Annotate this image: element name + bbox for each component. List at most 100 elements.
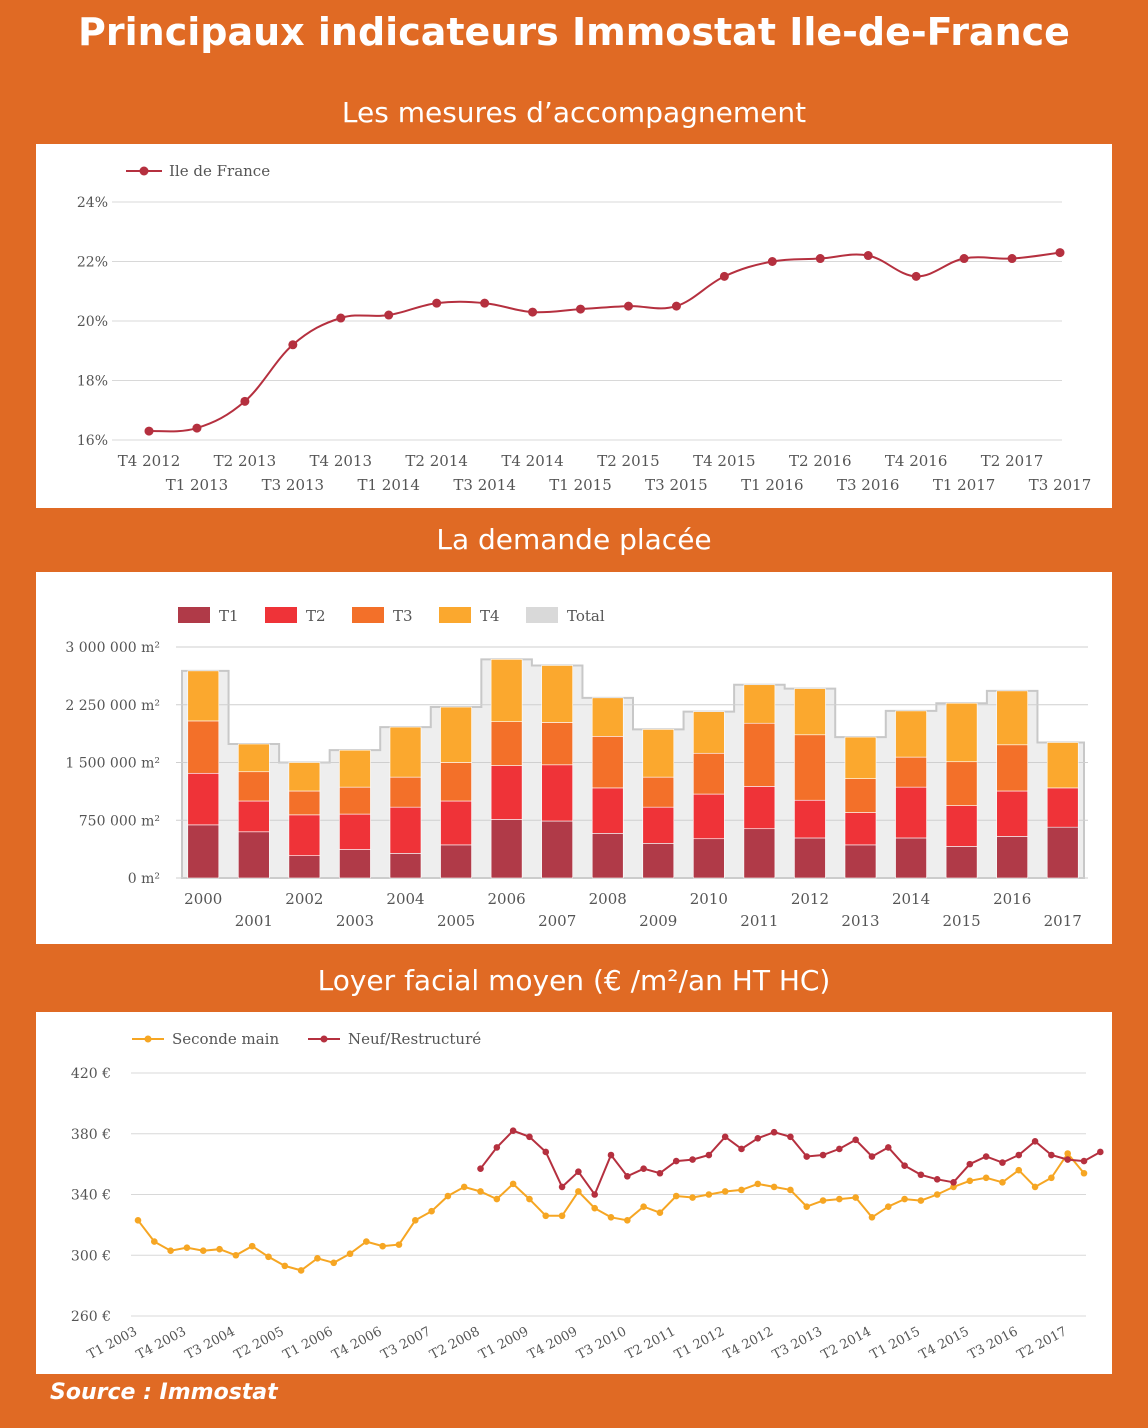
data-point xyxy=(288,340,298,350)
bar-t1 xyxy=(895,837,927,879)
data-point xyxy=(1031,1183,1039,1191)
data-point xyxy=(314,1254,321,1262)
data-point xyxy=(640,1165,647,1172)
x-tick-label: 2007 xyxy=(538,912,576,930)
bar-t4 xyxy=(996,690,1028,746)
data-point xyxy=(428,1207,435,1215)
data-point xyxy=(852,1194,859,1201)
bar-t1 xyxy=(693,838,725,879)
data-point xyxy=(819,1197,827,1204)
data-point xyxy=(493,1195,501,1203)
bar-t4 xyxy=(541,665,573,723)
bar-t4 xyxy=(288,762,321,792)
data-point xyxy=(526,1195,533,1203)
data-point xyxy=(721,1133,729,1141)
legend-marker-ile-de-france xyxy=(139,166,149,176)
bar-t1 xyxy=(389,853,422,879)
bar-t4 xyxy=(389,726,422,778)
data-point xyxy=(999,1179,1006,1186)
bar-t1 xyxy=(743,828,776,879)
legend-label-t2: T2 xyxy=(306,607,326,625)
bar-t1 xyxy=(288,855,321,879)
bar-t4 xyxy=(490,659,523,722)
x-tick-label: 2017 xyxy=(1044,912,1082,930)
x-tick-label: T2 2011 xyxy=(623,1324,678,1363)
bar-t2 xyxy=(238,800,270,833)
data-point xyxy=(379,1242,386,1250)
data-point xyxy=(477,1188,484,1195)
data-point xyxy=(901,1195,908,1203)
data-point xyxy=(982,1153,990,1160)
data-point xyxy=(689,1194,696,1201)
data-point xyxy=(591,1204,598,1212)
bar-t4 xyxy=(187,670,220,722)
data-point xyxy=(480,298,490,308)
data-point xyxy=(852,1136,859,1144)
x-tick-label: T3 2007 xyxy=(379,1324,434,1363)
data-point xyxy=(395,1241,403,1248)
y-tick-label: 20% xyxy=(77,314,108,330)
data-point xyxy=(1064,1150,1071,1157)
bar-t2 xyxy=(693,793,725,840)
chart-2-svg: 0 m² 750 000 m² 1 500 000 m² 2 250 000 m² 3 … xyxy=(65,607,1088,930)
x-tick-label: T2 2017 xyxy=(981,452,1044,470)
bar-t2 xyxy=(440,800,472,846)
data-point xyxy=(624,1217,631,1224)
data-point xyxy=(884,1203,892,1210)
bar-t3 xyxy=(945,761,978,806)
y-tick-label: 300 € xyxy=(71,1248,111,1264)
legend-label-t1: T1 xyxy=(219,607,239,625)
data-point xyxy=(575,1168,582,1176)
x-tick-label: 2003 xyxy=(336,912,374,930)
data-point xyxy=(151,1238,158,1245)
bar-t1 xyxy=(490,819,523,879)
data-point xyxy=(1097,1148,1104,1156)
bar-t4 xyxy=(743,684,776,724)
data-point xyxy=(607,1151,615,1159)
bar-t2 xyxy=(895,786,927,839)
bar-t3 xyxy=(794,734,826,801)
bar-t2 xyxy=(389,806,422,854)
legend-swatch-total xyxy=(526,607,558,623)
y-tick-label: 380 € xyxy=(71,1127,111,1143)
data-point xyxy=(460,1183,468,1191)
chart-1-svg: 16% 18% 20% 22% 24% T4 2012 T1 2013 T2 2013 T3 2… xyxy=(77,162,1091,494)
bar-t1 xyxy=(794,837,826,879)
data-point xyxy=(167,1247,174,1254)
x-tick-label: 2015 xyxy=(943,912,981,930)
bar-t1 xyxy=(996,836,1028,879)
y-tick-label: 0 m² xyxy=(128,871,160,887)
bar-t3 xyxy=(339,786,371,815)
x-tick-label: T3 2013 xyxy=(770,1324,825,1363)
bar-t4 xyxy=(1046,742,1079,789)
data-point xyxy=(144,426,154,436)
bar-t4 xyxy=(591,697,624,737)
data-point xyxy=(1080,1157,1088,1165)
data-point xyxy=(803,1203,811,1210)
data-point xyxy=(640,1203,647,1210)
y-tick-label: 18% xyxy=(77,374,108,390)
data-point xyxy=(901,1162,908,1169)
x-tick-label: 2004 xyxy=(386,890,424,908)
bar-t3 xyxy=(187,720,220,774)
x-tick-label: T4 2012 xyxy=(721,1324,776,1363)
data-point xyxy=(248,1242,256,1250)
data-point xyxy=(819,1151,827,1159)
data-point xyxy=(232,1251,240,1259)
data-point xyxy=(770,1128,778,1136)
bar-t2 xyxy=(945,805,978,847)
y-tick-label: 340 € xyxy=(71,1188,111,1204)
bar-t4 xyxy=(339,749,371,788)
data-point xyxy=(528,307,538,317)
legend-label-ile-de-france: Ile de France xyxy=(169,162,270,180)
x-tick-label: T1 2015 xyxy=(549,476,612,494)
data-point xyxy=(576,304,586,314)
x-tick-label: T3 2004 xyxy=(183,1324,238,1363)
x-tick-label: T4 2014 xyxy=(501,452,564,470)
x-tick-label: T2 2015 xyxy=(597,452,660,470)
bar-t1 xyxy=(339,849,371,879)
x-tick-label: T4 2003 xyxy=(134,1324,189,1363)
data-point xyxy=(966,1160,974,1168)
data-point xyxy=(1007,254,1017,264)
bar-t3 xyxy=(288,790,321,816)
